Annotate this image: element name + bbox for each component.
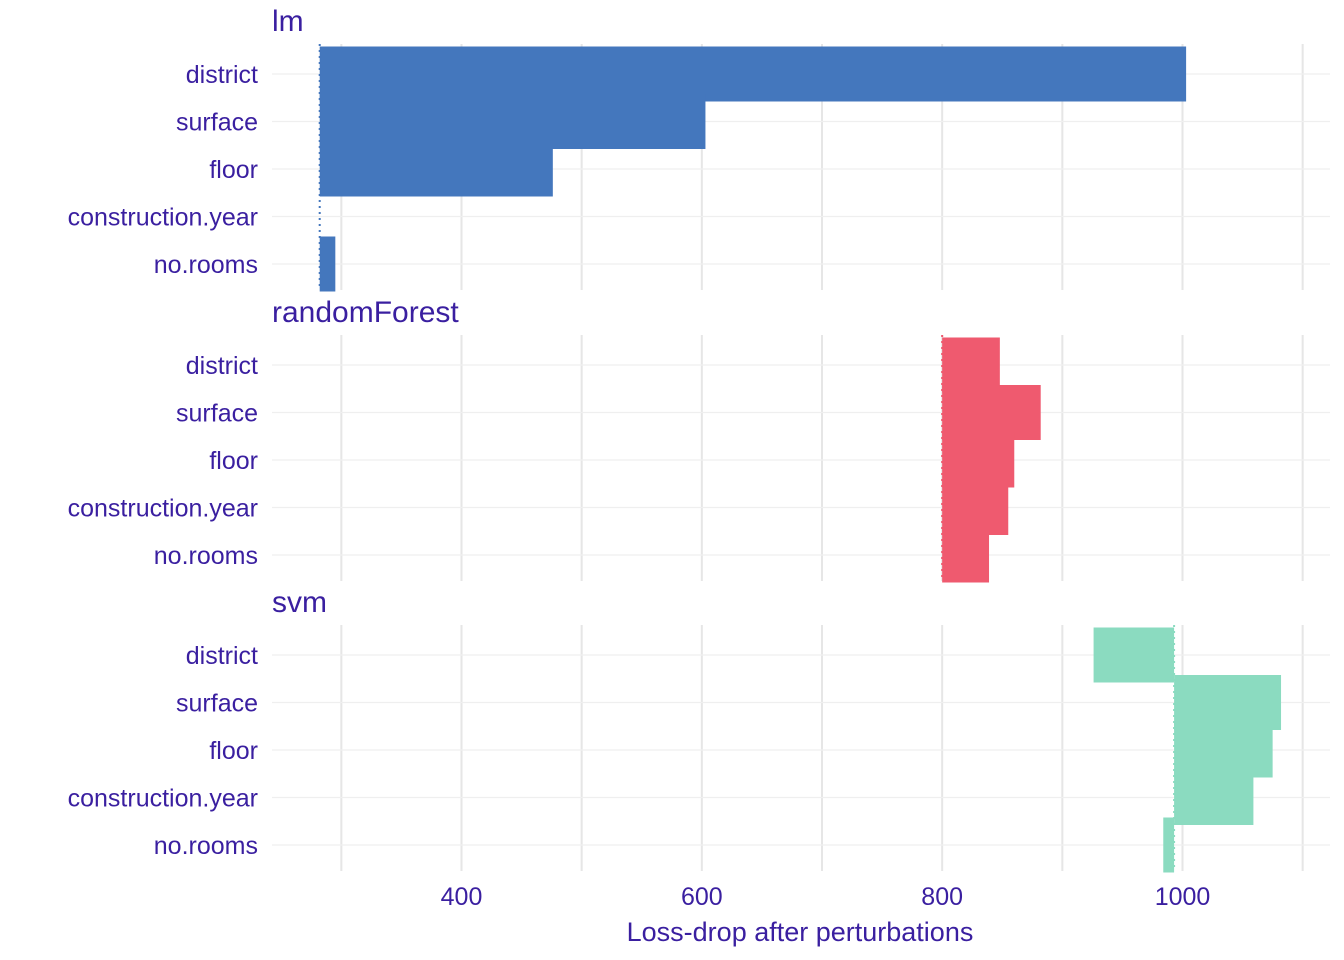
bar-floor — [942, 432, 1015, 488]
x-tick-label: 400 — [441, 883, 483, 911]
panel-lm: lm district surface floor construction.year n… — [68, 5, 1330, 292]
category-label: no.rooms — [154, 251, 258, 279]
bar-surface — [1174, 675, 1282, 730]
bars — [319, 46, 1187, 292]
category-label: surface — [176, 400, 258, 428]
category-label: district — [186, 642, 258, 670]
bar-construction.year — [1174, 770, 1254, 825]
panel-title: svm — [272, 586, 327, 619]
panel-randomForest: randomForest district surface floor construc… — [68, 296, 1330, 583]
bar-floor — [1174, 722, 1273, 778]
category-label: floor — [209, 447, 258, 475]
bar-surface — [319, 94, 706, 149]
category-label: no.rooms — [154, 542, 258, 570]
bar-district — [942, 337, 1000, 393]
panel-title: randomForest — [272, 296, 459, 329]
bar-no.rooms — [319, 236, 336, 292]
category-label: construction.year — [68, 204, 258, 232]
panels: lm district surface floor construction.year n… — [68, 5, 1330, 873]
bar-floor — [319, 141, 553, 197]
bars — [942, 337, 1041, 583]
bar-no.rooms — [942, 527, 990, 583]
x-axis: 400 600 800 1000 — [441, 883, 1211, 911]
category-label: construction.year — [68, 495, 258, 523]
x-tick-label: 1000 — [1155, 883, 1211, 911]
x-axis-title: Loss-drop after perturbations — [627, 917, 974, 947]
x-tick-label: 800 — [921, 883, 963, 911]
panel-svm: svm district surface floor construction.year… — [68, 586, 1330, 873]
bars — [1093, 627, 1282, 873]
category-label: surface — [176, 690, 258, 718]
x-tick-label: 600 — [681, 883, 723, 911]
bar-surface — [942, 385, 1041, 440]
bar-district — [1093, 627, 1175, 683]
bar-district — [319, 46, 1187, 102]
category-label: floor — [209, 737, 258, 765]
grid-lines — [272, 335, 1330, 581]
category-label: floor — [209, 156, 258, 184]
bar-construction.year — [942, 480, 1009, 535]
category-label: no.rooms — [154, 832, 258, 860]
category-label: construction.year — [68, 785, 258, 813]
category-label: district — [186, 61, 258, 89]
panel-title: lm — [272, 5, 304, 38]
category-label: district — [186, 352, 258, 380]
bar-no.rooms — [1163, 817, 1175, 873]
category-label: surface — [176, 109, 258, 137]
